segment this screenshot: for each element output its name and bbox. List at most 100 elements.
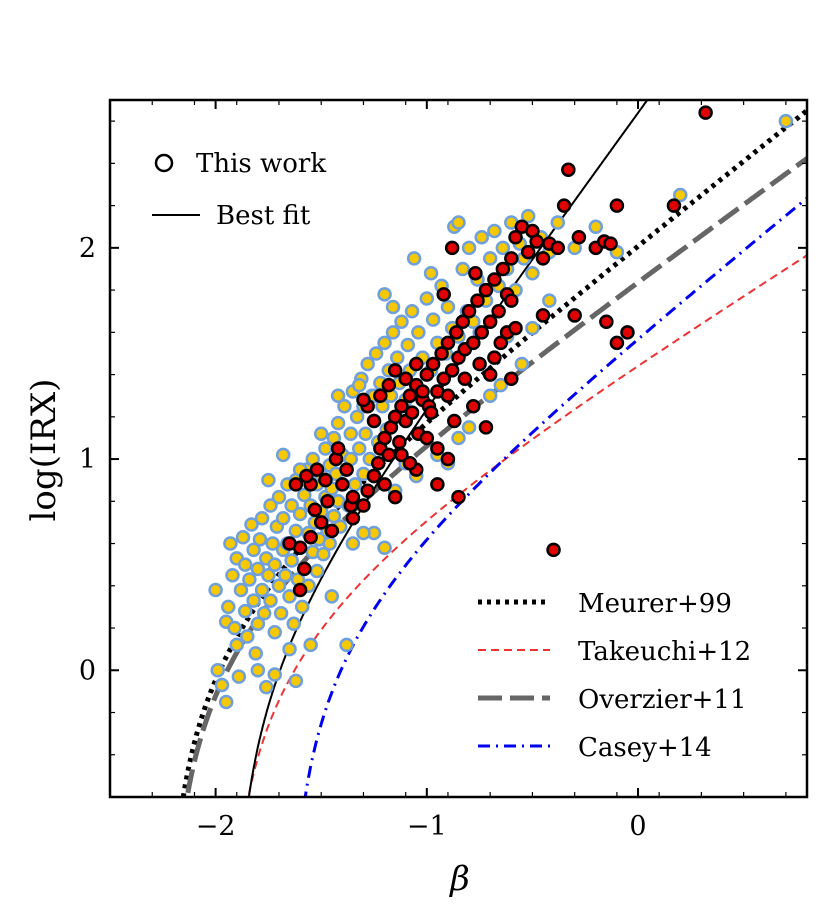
data-point-red <box>339 462 354 477</box>
data-point-red <box>419 430 435 446</box>
data-point-yellow <box>252 532 268 547</box>
x-tick-label: −2 <box>196 811 236 842</box>
data-point-red <box>415 384 430 399</box>
data-point-red <box>470 293 485 308</box>
data-point-yellow <box>351 441 367 456</box>
data-point-yellow <box>520 208 536 224</box>
data-point-yellow <box>210 663 225 678</box>
this-work-red-points <box>282 105 713 598</box>
data-point-red <box>436 287 451 302</box>
data-point-yellow <box>385 299 401 315</box>
data-point-red <box>313 515 329 530</box>
data-point-red <box>698 105 713 120</box>
data-point-yellow <box>423 265 439 281</box>
data-point-yellow <box>550 215 566 230</box>
legend-this-work-marker <box>154 153 174 173</box>
data-point-red <box>377 430 392 446</box>
data-point-yellow <box>514 356 530 372</box>
legend-best-fit-label: Best fit <box>216 201 311 231</box>
data-point-yellow <box>254 510 270 526</box>
y-tick-label: 1 <box>79 444 96 475</box>
legend-casey-label: Casey+14 <box>578 733 712 763</box>
data-point-yellow <box>345 536 361 551</box>
curve-casey-14 <box>303 196 807 797</box>
data-point-yellow <box>263 593 278 608</box>
data-point-yellow <box>493 377 508 393</box>
data-point-red <box>345 510 361 526</box>
data-point-yellow <box>259 679 274 695</box>
data-point-yellow <box>208 582 223 598</box>
data-point-red <box>487 272 502 287</box>
data-point-red <box>425 356 441 372</box>
data-point-red <box>447 413 462 429</box>
data-point-yellow <box>313 426 329 441</box>
y-tick-label: 0 <box>79 655 96 686</box>
data-point-red <box>561 162 576 177</box>
data-point-yellow <box>248 646 263 661</box>
data-point-red <box>373 388 388 403</box>
data-point-red <box>430 477 445 492</box>
data-point-yellow <box>267 625 282 640</box>
data-point-red <box>491 303 506 319</box>
data-point-yellow <box>294 599 310 615</box>
data-point-red <box>394 447 409 463</box>
data-point-red <box>466 399 481 414</box>
data-point-yellow <box>237 603 253 619</box>
data-point-red <box>440 451 456 467</box>
data-point-red <box>482 314 498 330</box>
data-point-red <box>387 363 403 378</box>
data-point-red <box>356 498 371 513</box>
data-point-red <box>292 582 308 598</box>
x-tick-label: 0 <box>629 811 646 842</box>
data-point-red <box>620 325 635 340</box>
data-point-red <box>449 325 464 340</box>
data-point-yellow <box>349 409 365 425</box>
data-point-yellow <box>286 616 302 632</box>
data-point-red <box>508 320 523 336</box>
data-point-yellow <box>542 293 557 308</box>
data-point-yellow <box>284 553 299 568</box>
data-point-yellow <box>482 251 498 266</box>
data-point-red <box>366 468 382 484</box>
data-point-red <box>603 236 618 251</box>
data-point-yellow <box>282 641 297 657</box>
data-point-yellow <box>318 441 333 456</box>
data-point-yellow <box>233 582 249 598</box>
data-point-yellow <box>360 356 375 372</box>
data-point-yellow <box>330 415 346 431</box>
data-point-red <box>535 308 551 323</box>
data-point-yellow <box>261 567 276 583</box>
data-point-red <box>394 399 409 414</box>
data-point-red <box>419 367 435 382</box>
y-tick-label: 2 <box>79 233 96 264</box>
data-point-red <box>609 198 625 213</box>
data-point-yellow <box>326 508 342 524</box>
data-point-red <box>297 561 312 577</box>
data-point-red <box>478 282 494 298</box>
data-point-yellow <box>244 517 259 532</box>
data-point-red <box>440 388 456 403</box>
data-point-yellow <box>261 472 276 488</box>
data-point-yellow <box>242 572 257 587</box>
legend-this-work-label: This work <box>196 149 326 179</box>
data-point-red <box>482 367 498 382</box>
data-point-yellow <box>316 546 331 562</box>
data-point-yellow <box>440 299 456 315</box>
legend-upper: This work Best fit <box>152 149 326 231</box>
data-point-red <box>402 456 418 471</box>
data-point-yellow <box>377 335 392 351</box>
data-point-yellow <box>343 426 359 441</box>
data-point-yellow <box>273 605 289 621</box>
data-point-red <box>307 502 323 518</box>
data-point-yellow <box>275 510 291 526</box>
data-point-yellow <box>229 637 244 653</box>
data-point-yellow <box>271 578 287 594</box>
data-point-yellow <box>347 477 363 492</box>
data-point-red <box>345 489 361 505</box>
data-point-red <box>550 240 566 256</box>
legend-lower: Meurer+99 Takeuchi+12 Overzier+11 Casey+… <box>478 589 751 763</box>
data-point-red <box>324 523 340 539</box>
data-point-red <box>288 477 304 492</box>
data-point-yellow <box>778 113 794 129</box>
data-point-yellow <box>250 616 266 632</box>
